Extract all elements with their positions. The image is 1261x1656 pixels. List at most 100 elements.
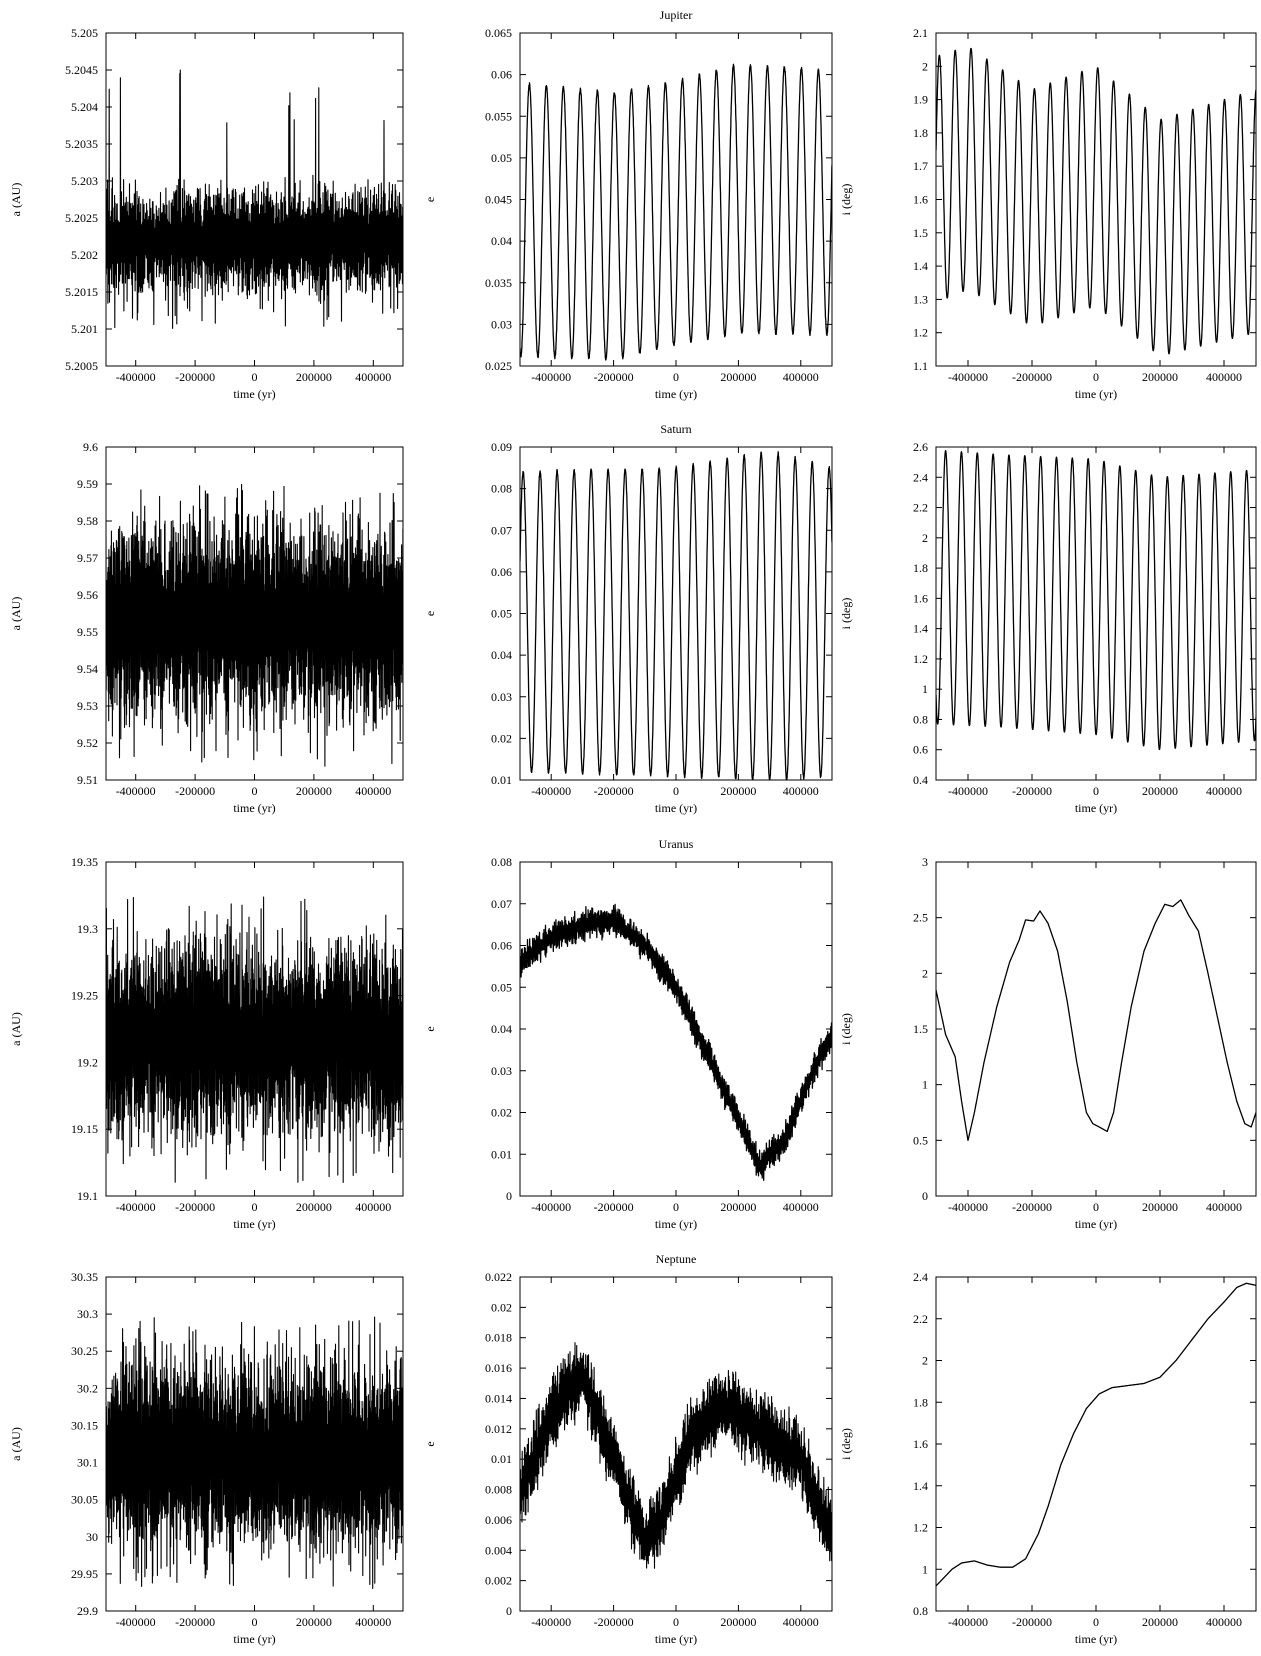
y-tick-label: 0.01 (491, 1147, 512, 1161)
y-tick-label: 0 (506, 1604, 512, 1618)
y-tick-label: 0.8 (913, 1604, 928, 1618)
y-tick-label: 19.2 (77, 1055, 98, 1069)
y-tick-label: 0.004 (485, 1543, 512, 1557)
x-tick-label: 200000 (296, 370, 332, 384)
x-tick-label: 0 (673, 1200, 679, 1214)
x-tick-label: 400000 (355, 370, 391, 384)
y-tick-label: 0.05 (491, 980, 512, 994)
series-line-uranus-a (106, 896, 403, 1184)
y-tick-label: 19.35 (71, 855, 98, 869)
x-tick-label: 400000 (783, 370, 819, 384)
y-tick-label: 1.8 (913, 561, 928, 575)
y-axis-label: e (423, 1026, 437, 1031)
y-tick-label: 0.07 (491, 523, 512, 537)
y-tick-label: 1.4 (913, 259, 928, 273)
x-tick-label: -200000 (1012, 784, 1052, 798)
x-tick-label: 0 (252, 784, 258, 798)
y-tick-label: 0.8 (913, 712, 928, 726)
y-tick-label: 9.6 (83, 440, 98, 454)
y-tick-label: 1.3 (913, 292, 928, 306)
x-tick-label: 200000 (296, 1615, 332, 1629)
y-tick-label: 0.035 (485, 276, 512, 290)
panel-neptune-i: -400000 -200000 0 200000 400000 0.8 1 1.2 1.4 1.6… (839, 1270, 1257, 1646)
y-tick-label: 0.08 (491, 855, 512, 869)
x-tick-label: -400000 (948, 1615, 988, 1629)
series-line-uranus-e (520, 903, 832, 1181)
x-tick-label: 0 (673, 1615, 679, 1629)
panel-uranus-i: -400000 -200000 0 200000 400000 0 0.5 1 1.5 2 2.5 3… (839, 855, 1257, 1231)
x-tick-label: 0 (1093, 1615, 1099, 1629)
x-tick-label: 400000 (1206, 784, 1242, 798)
x-tick-label: -400000 (531, 1615, 571, 1629)
y-tick-label: 0.6 (913, 743, 928, 757)
x-tick-label: -400000 (116, 1615, 156, 1629)
y-tick-label: 0.025 (485, 359, 512, 373)
x-tick-label: -400000 (531, 370, 571, 384)
y-tick-label: 2 (922, 531, 928, 545)
x-axis-label: time (yr) (655, 1632, 697, 1646)
y-tick-label: 9.58 (77, 514, 98, 528)
x-tick-label: -400000 (116, 1200, 156, 1214)
x-axis-label: time (yr) (1075, 387, 1117, 401)
y-tick-label: 5.204 (71, 100, 98, 114)
series-line-uranus-i (936, 899, 1256, 1141)
y-tick-label: 0.06 (491, 939, 512, 953)
y-tick-label: 2.2 (913, 1312, 928, 1326)
x-tick-label: -200000 (175, 1615, 215, 1629)
y-tick-label: 0.01 (491, 1452, 512, 1466)
y-axis-label: a (AU) (9, 597, 23, 631)
series-line-neptune-e (520, 1342, 832, 1569)
panel-neptune-a: -400000 -200000 0 200000 400000 29.9 29.95 30 30… (9, 1270, 404, 1646)
y-tick-label: 1.5 (913, 226, 928, 240)
panel-jupiter-a: -400000 -200000 0 200000 400000 5.2005 5.201 5.… (9, 26, 404, 401)
y-axis-label: i (deg) (839, 1013, 853, 1045)
y-tick-label: 0.04 (491, 1022, 512, 1036)
series-line-jupiter-a (106, 69, 403, 329)
y-tick-label: 1.1 (913, 359, 928, 373)
y-tick-label: 0.018 (485, 1331, 512, 1345)
y-tick-label: 9.53 (77, 699, 98, 713)
series-line-jupiter-i (936, 47, 1256, 355)
series-line-neptune-a (106, 1316, 403, 1590)
x-tick-label: 400000 (783, 784, 819, 798)
y-tick-label: 0.4 (913, 773, 928, 787)
x-tick-label: -200000 (594, 1200, 634, 1214)
y-tick-label: 0.02 (491, 1300, 512, 1314)
y-tick-label: 29.95 (71, 1567, 98, 1581)
y-tick-label: 1.8 (913, 1395, 928, 1409)
y-tick-label: 19.15 (71, 1122, 98, 1136)
chart-title: Jupiter (660, 8, 693, 22)
y-tick-label: 3 (922, 855, 928, 869)
series-line-neptune-i (936, 1282, 1256, 1587)
y-tick-label: 0.014 (485, 1391, 512, 1405)
y-tick-label: 30 (86, 1530, 98, 1544)
y-tick-label: 30.35 (71, 1270, 98, 1284)
series-line-saturn-i (936, 450, 1256, 751)
y-tick-label: 9.56 (77, 588, 98, 602)
x-axis-label: time (yr) (655, 801, 697, 815)
y-tick-label: 1.6 (913, 1437, 928, 1451)
y-tick-label: 9.59 (77, 477, 98, 491)
y-axis-label: a (AU) (9, 1012, 23, 1046)
y-tick-label: 1.9 (913, 93, 928, 107)
y-axis-label: i (deg) (839, 1428, 853, 1460)
x-tick-label: -200000 (1012, 1615, 1052, 1629)
x-tick-label: -200000 (175, 784, 215, 798)
x-tick-label: 200000 (720, 370, 756, 384)
x-tick-label: -400000 (531, 784, 571, 798)
y-tick-label: 9.52 (77, 736, 98, 750)
y-tick-label: 2.5 (913, 911, 928, 925)
x-tick-label: 0 (1093, 784, 1099, 798)
y-tick-label: 30.15 (71, 1418, 98, 1432)
chart-title: Neptune (656, 1252, 697, 1266)
y-tick-label: 30.1 (77, 1456, 98, 1470)
y-axis-label: e (423, 1441, 437, 1446)
y-tick-label: 1 (922, 1078, 928, 1092)
y-tick-label: 1.8 (913, 126, 928, 140)
y-tick-label: 9.57 (77, 551, 98, 565)
y-tick-label: 1.4 (913, 1479, 928, 1493)
x-tick-label: 0 (252, 370, 258, 384)
y-tick-label: 5.2035 (65, 137, 98, 151)
y-tick-label: 1 (922, 682, 928, 696)
